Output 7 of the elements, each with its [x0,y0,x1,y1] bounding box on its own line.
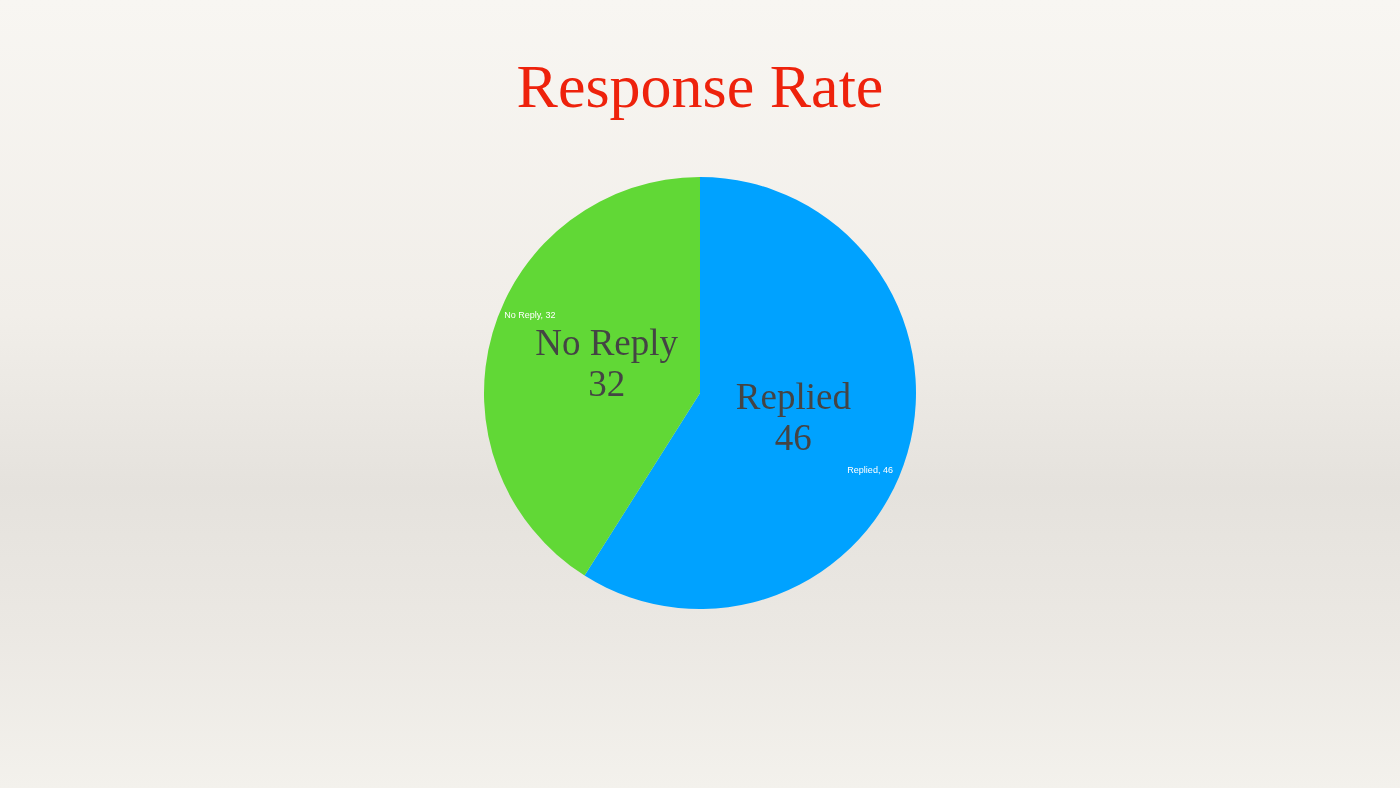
slice-label: Replied [735,376,852,418]
data-label: 46 [774,417,812,459]
slice-label: No Reply [535,322,679,364]
text: No Reply, 32 [504,310,556,321]
chart-title: Response Rate [515,52,885,120]
text: Replied, 46 [847,464,893,475]
data-label: 32 [588,363,626,405]
